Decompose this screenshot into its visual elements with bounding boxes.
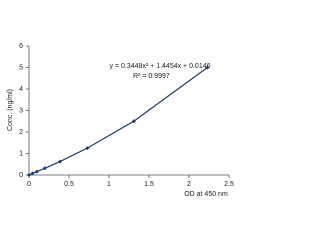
chart: Conc. (ng/ml) OD at 450 nm y = 0.3448x² …	[7, 43, 234, 198]
y-tick-label: 4	[19, 86, 23, 93]
x-tick-label: 1	[107, 181, 111, 188]
y-tick-label: 6	[19, 43, 23, 50]
point	[205, 65, 210, 70]
trend-line	[28, 67, 208, 176]
y-axis-label: Conc. (ng/ml)	[7, 89, 14, 131]
x-axis-label: OD at 450 nm	[184, 191, 228, 198]
y-tick-label: 3	[19, 107, 23, 114]
point	[42, 166, 47, 171]
r-squared: R² = 0.9997	[133, 73, 170, 80]
equation: y = 0.3448x² + 1.4454x + 0.0146	[110, 63, 211, 70]
x-tick-label: 1.5	[144, 181, 154, 188]
point	[30, 171, 35, 176]
y-tick-label: 1	[19, 150, 23, 157]
point	[27, 173, 31, 177]
x-tick-label: 0.5	[64, 181, 74, 188]
point	[34, 169, 39, 174]
x-tick-label: 2.5	[224, 181, 234, 188]
y-tick-label: 0	[19, 172, 23, 179]
x-tick-label: 0	[27, 181, 31, 188]
point	[85, 146, 90, 151]
point	[131, 119, 136, 124]
x-tick-label: 2	[187, 181, 191, 188]
y-tick-label: 5	[19, 64, 23, 71]
point	[57, 159, 62, 164]
y-tick-label: 2	[19, 129, 23, 136]
